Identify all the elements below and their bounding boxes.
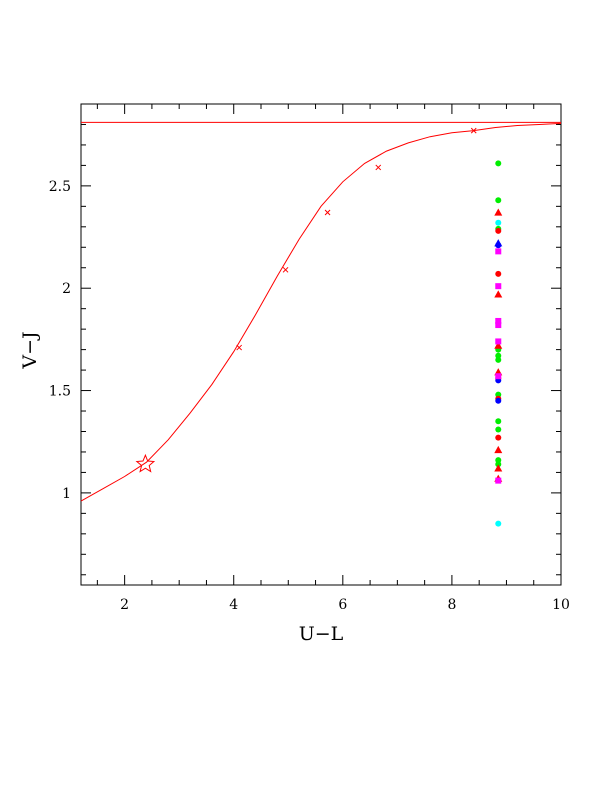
curve-x-marker-stroke (236, 344, 243, 351)
y-tick-label: 1 (62, 486, 71, 502)
data-point-circle (495, 219, 502, 226)
data-point-square (495, 373, 502, 380)
data-point-circle (495, 197, 502, 204)
data-point-triangle (494, 290, 503, 298)
data-point-circle (495, 227, 502, 234)
curve-x-marker-stroke (324, 209, 331, 216)
curve-x-marker (470, 127, 477, 134)
curve-x-marker-stroke (375, 164, 382, 171)
data-point-circle (495, 160, 502, 167)
x-tick-label: 2 (120, 597, 129, 613)
y-tick-label: 2.5 (49, 179, 71, 195)
data-point-square (495, 283, 502, 290)
data-point-triangle (494, 341, 503, 349)
data-point-circle (495, 397, 502, 404)
model-curve (80, 122, 562, 502)
x-tick-label: 8 (447, 597, 456, 613)
data-point-circle (495, 356, 502, 363)
x-tick-label: 6 (338, 597, 347, 613)
data-point-circle (495, 434, 502, 441)
data-point-circle (495, 426, 502, 433)
y-tick-label: 2 (62, 281, 71, 297)
curve-layer (80, 121, 562, 502)
data-point-circle (495, 520, 502, 527)
x-tick-label: 4 (229, 597, 238, 613)
y-axis-label: V−J (19, 331, 41, 369)
data-point-triangle (494, 208, 503, 216)
data-point-triangle (494, 464, 503, 472)
data-point-square (495, 338, 502, 345)
plot-frame (80, 103, 562, 586)
curve-x-marker (236, 344, 243, 351)
data-point-circle (495, 270, 502, 277)
star-marker (135, 453, 156, 473)
y-tick-label: 1.5 (49, 384, 71, 400)
data-point-square (495, 477, 502, 484)
data-point-circle (495, 461, 502, 468)
data-point-circle (495, 418, 502, 425)
data-point-square (495, 248, 502, 255)
data-point-circle (495, 242, 502, 249)
data-point-triangle (494, 445, 503, 454)
axis-tick-labels: 2 4 6 8 10 1 1.5 2 2.5 (49, 179, 570, 613)
x-tick-label: 10 (552, 597, 570, 613)
x-axis-label: U−L (299, 623, 344, 645)
data-point-square (495, 322, 502, 329)
curve-x-marker-stroke (470, 127, 477, 134)
axis-ticks (81, 103, 562, 585)
data-point-square (495, 317, 502, 324)
plot-border (80, 103, 562, 586)
curve-x-marker (375, 164, 382, 171)
points-layer (494, 160, 503, 527)
curve-x-marker (324, 209, 331, 216)
curve-x-marker (282, 266, 289, 273)
curve-x-marker-stroke (282, 266, 289, 273)
